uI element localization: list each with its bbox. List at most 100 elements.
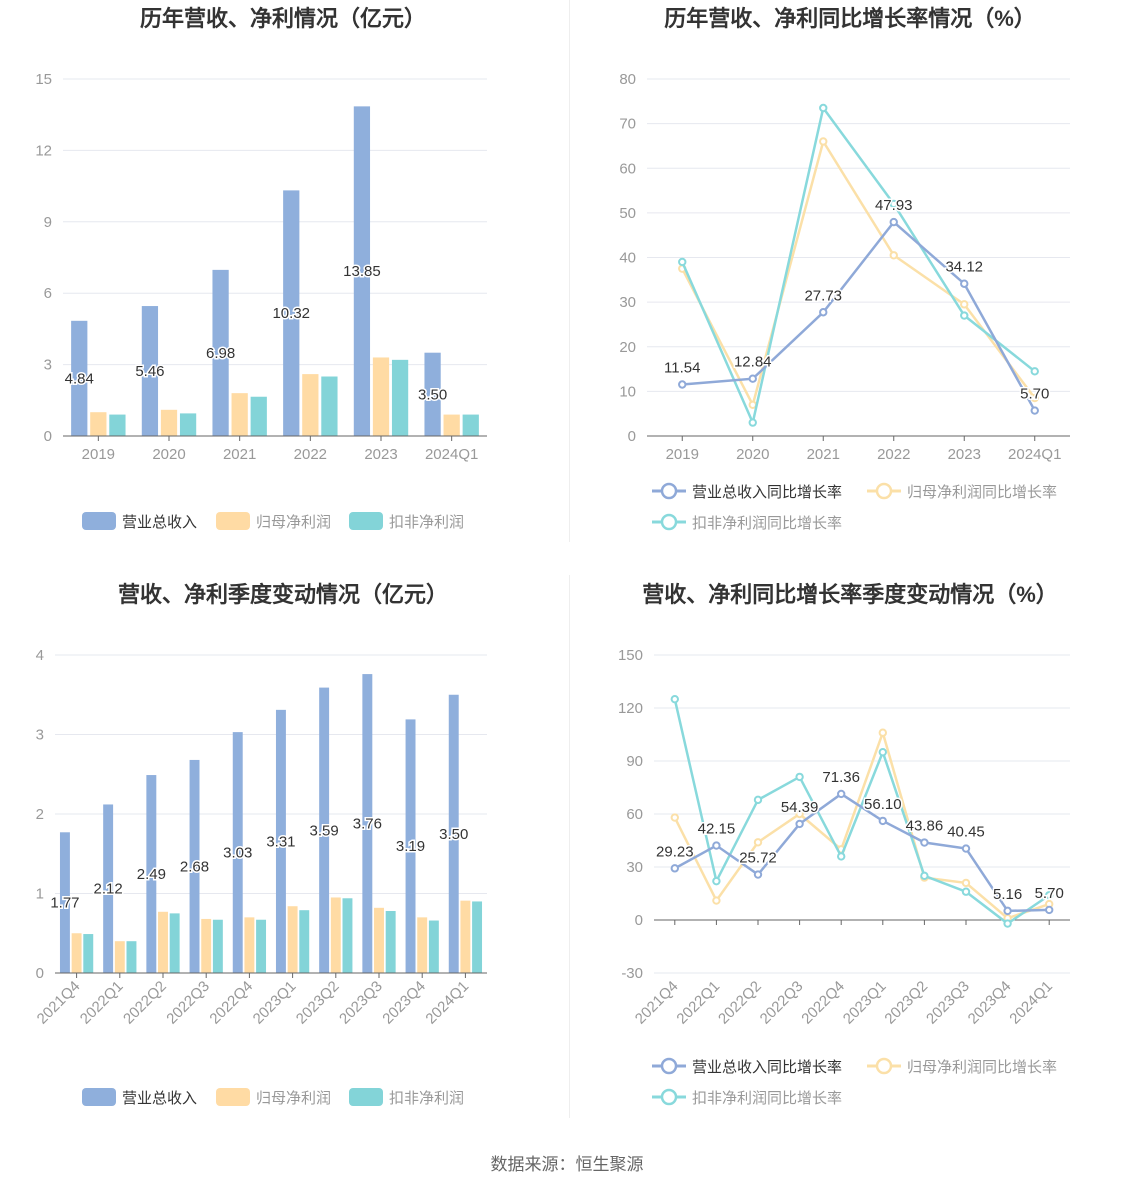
data-point (670, 694, 680, 704)
data-label: 3.31 (266, 833, 295, 850)
y-tick-label: 70 (619, 116, 636, 133)
y-tick-label: -30 (621, 965, 643, 982)
legend-marker (660, 1057, 678, 1075)
bar (330, 897, 341, 973)
data-source-note: 数据来源：恒生聚源 (490, 1155, 644, 1174)
data-point (837, 852, 846, 861)
y-tick-label: 40 (619, 250, 636, 267)
data-point (960, 300, 969, 309)
data-label: 5.16 (993, 886, 1022, 903)
data-point (712, 896, 721, 905)
bar (353, 106, 371, 437)
x-tick-label: 2023Q3 (336, 978, 386, 1028)
panel-divider-bottom (569, 575, 570, 1118)
x-tick-label: 2024Q1 (1006, 978, 1056, 1028)
data-point (1045, 905, 1054, 915)
data-label: 3.19 (396, 838, 425, 855)
legend-swatch (82, 1088, 116, 1106)
data-label: 3.50 (418, 386, 447, 403)
data-label: 5.70 (1035, 885, 1064, 902)
x-tick-label: 2020 (736, 446, 769, 463)
x-tick-label: 2022Q1 (77, 978, 127, 1028)
data-point (712, 876, 721, 886)
data-point (753, 795, 763, 805)
y-tick-label: 9 (44, 214, 52, 231)
quarterly-line-chart: 营收、净利同比增长率季度变动情况（%） -30 0 30 60 90 120 150 2021Q… (618, 582, 1070, 1107)
x-tick-label: 2024Q1 (1008, 446, 1061, 463)
y-tick-label: 0 (44, 428, 52, 445)
bar (372, 357, 390, 436)
data-point (670, 813, 680, 822)
bar (299, 910, 310, 973)
y-tick-label: 0 (36, 965, 44, 982)
legend-marker (660, 513, 678, 531)
y-tick-label: 0 (635, 912, 643, 929)
legend-marker (875, 482, 893, 500)
y-tick-label: 30 (626, 859, 643, 876)
x-tick-label: 2022Q4 (206, 978, 256, 1028)
legend-label: 扣非净利润 (389, 1090, 464, 1107)
data-point (878, 747, 887, 757)
bar (189, 759, 200, 973)
y-tick-label: 20 (619, 339, 636, 356)
x-tick-label: 2023Q3 (923, 978, 973, 1028)
legend-label: 扣非净利润同比增长率 (692, 1090, 842, 1107)
bar (385, 910, 396, 973)
x-tick-label: 2021 (807, 446, 840, 463)
data-label: 29.23 (656, 843, 694, 860)
data-label: 13.85 (343, 263, 381, 280)
x-tick-label: 2024Q1 (422, 978, 472, 1028)
x-tick-label: 2024Q1 (425, 446, 478, 463)
data-label: 34.12 (945, 259, 983, 276)
bar (103, 804, 114, 973)
legend-label: 归母净利润同比增长率 (907, 484, 1057, 501)
data-point (1030, 393, 1039, 403)
bar (212, 919, 223, 973)
bar (405, 719, 416, 973)
legend-label: 营业总收入同比增长率 (692, 484, 842, 501)
data-point (961, 878, 971, 888)
data-point (678, 380, 687, 389)
data-point (1045, 891, 1054, 900)
bar (342, 898, 353, 973)
data-point (889, 217, 898, 227)
bar (250, 396, 267, 436)
bar (160, 409, 178, 436)
bar (158, 911, 168, 973)
bar (443, 414, 460, 436)
quarterly-bar-panel: 营收、净利季度变动情况（亿元） 0 1 2 3 4 2021Q4 2022Q1 2022Q2 20… (0, 575, 567, 1150)
data-point (1030, 367, 1039, 376)
data-label: 11.54 (664, 360, 700, 377)
x-tick-label: 2022 (877, 446, 910, 463)
x-tick-label: 2023Q1 (840, 978, 890, 1028)
chart-title: 营收、净利同比增长率季度变动情况（%） (642, 582, 1058, 607)
data-point (819, 308, 828, 317)
x-tick-label: 2022Q3 (163, 978, 213, 1028)
data-label: 1.77 (50, 895, 79, 912)
series-line (673, 698, 1050, 926)
y-tick-label: 0 (628, 428, 636, 445)
chart-title: 历年营收、净利情况（亿元） (140, 6, 426, 31)
bar (244, 917, 255, 973)
data-point (795, 809, 804, 819)
legend-swatch (216, 512, 250, 530)
data-point (961, 844, 971, 853)
data-label: 54.39 (781, 799, 819, 816)
bar (126, 941, 137, 973)
legend-label: 归母净利润同比增长率 (907, 1059, 1057, 1076)
annual-bar-chart: 历年营收、净利情况（亿元） 0 3 6 9 12 15 2019 2020 2021 2022 202… (35, 6, 487, 531)
legend-label: 营业总收入 (122, 1090, 197, 1107)
bar (109, 414, 126, 436)
legend-swatch (349, 512, 383, 530)
bar (374, 907, 384, 973)
y-tick-label: 60 (619, 160, 636, 177)
series-line (682, 220, 1036, 412)
legend-label: 归母净利润 (256, 514, 331, 531)
bar (275, 709, 286, 973)
x-tick-label: 2023 (948, 446, 981, 463)
x-tick-label: 2023Q4 (379, 978, 429, 1028)
x-tick-label: 2023Q2 (881, 978, 931, 1028)
chart-title: 历年营收、净利同比增长率情况（%） (664, 6, 1036, 31)
data-point (819, 103, 828, 113)
data-label: 3.59 (310, 822, 339, 839)
